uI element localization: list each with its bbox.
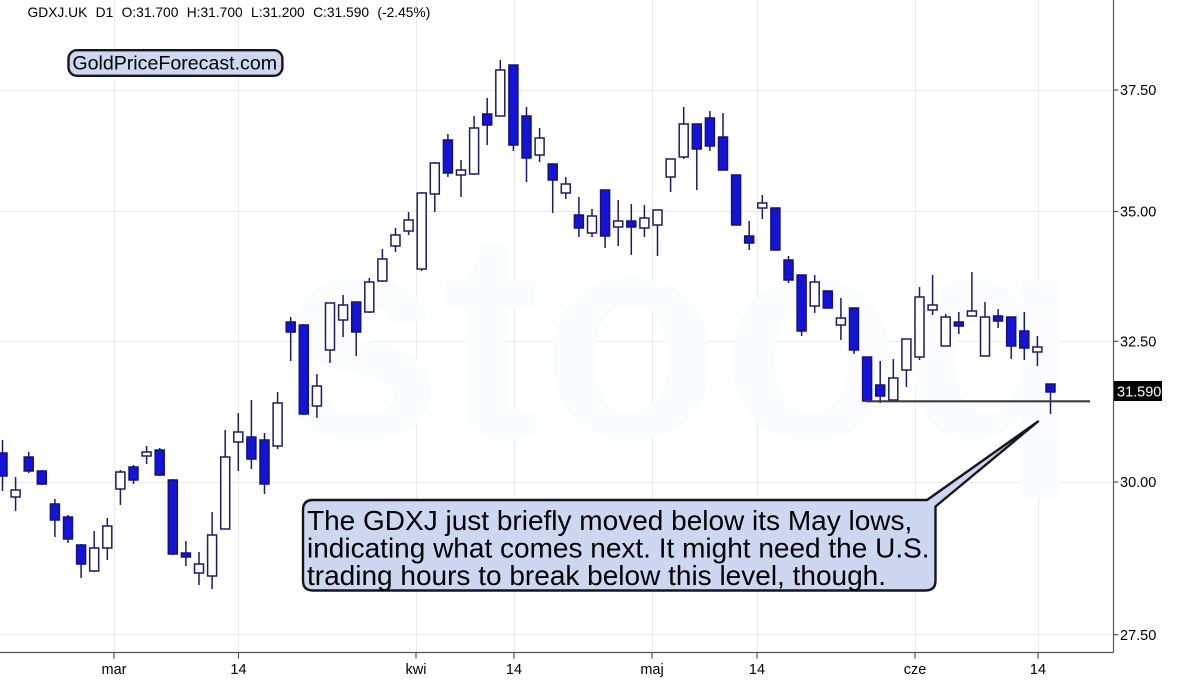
- svg-text:37.50: 37.50: [1120, 83, 1156, 99]
- svg-text:27.50: 27.50: [1120, 628, 1156, 644]
- svg-text:indicating what comes next. It: indicating what comes next. It might nee…: [307, 533, 930, 564]
- svg-text:31.590: 31.590: [1117, 385, 1161, 401]
- svg-text:kwi: kwi: [406, 662, 427, 678]
- svg-text:GoldPriceForecast.com: GoldPriceForecast.com: [72, 52, 277, 74]
- svg-text:14: 14: [1030, 662, 1046, 678]
- svg-text:GDXJ.UK D1 O:31.700 H:31.700 L: GDXJ.UK D1 O:31.700 H:31.700 L:31.200 C:…: [28, 5, 431, 20]
- svg-text:32.50: 32.50: [1120, 335, 1156, 351]
- svg-text:14: 14: [749, 662, 765, 678]
- svg-text:cze: cze: [904, 662, 927, 678]
- svg-text:35.00: 35.00: [1120, 205, 1156, 221]
- svg-text:stooq: stooq: [279, 170, 1082, 502]
- svg-text:30.00: 30.00: [1120, 475, 1156, 491]
- svg-text:maj: maj: [640, 662, 663, 678]
- svg-text:14: 14: [230, 662, 246, 678]
- svg-text:trading hours to break below t: trading hours to break below this level,…: [307, 560, 886, 591]
- svg-text:mar: mar: [102, 662, 127, 678]
- svg-text:The GDXJ just briefly moved be: The GDXJ just briefly moved below its Ma…: [307, 505, 912, 536]
- svg-text:14: 14: [506, 662, 522, 678]
